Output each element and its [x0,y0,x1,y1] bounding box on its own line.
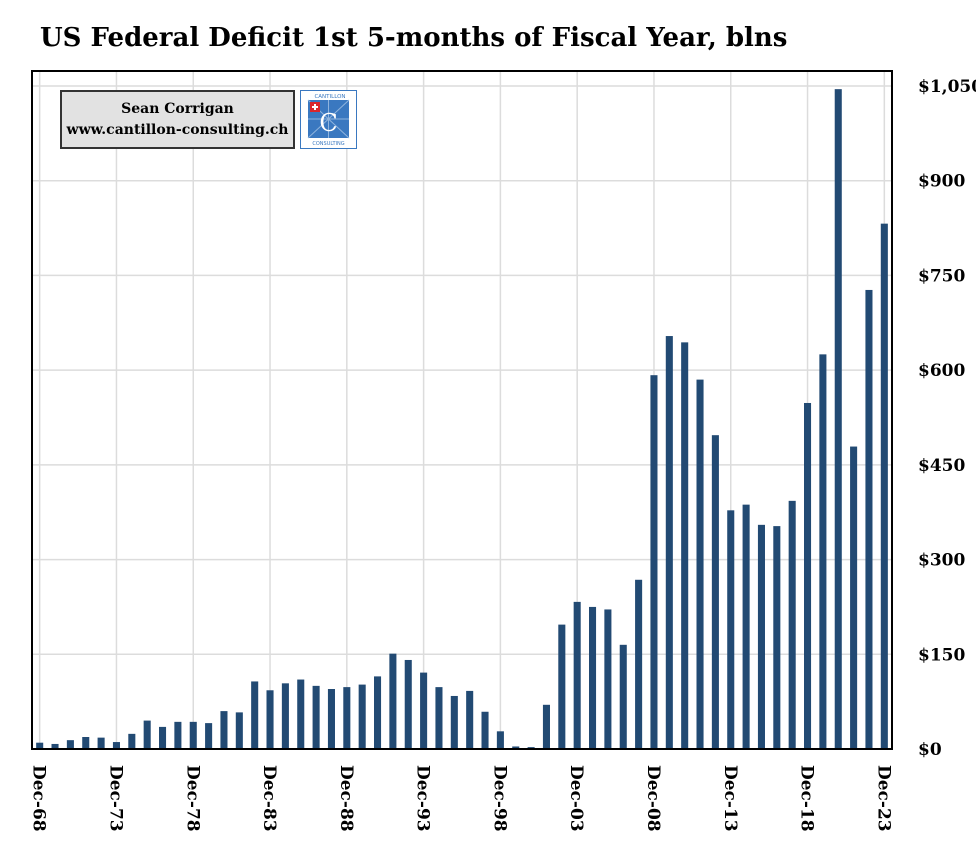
cantillon-logo: CANTILLON C CONSULTING [300,90,357,149]
bar-Dec-73 [112,742,120,749]
y-tick-label: $300 [918,551,965,571]
bar-Dec-17 [788,500,796,749]
bar-Dec-13 [727,510,735,749]
bar-Dec-86 [312,685,320,749]
bar-Dec-74 [128,733,136,749]
bar-Dec-81 [235,712,243,749]
x-tick-label: Dec-68 [29,765,49,832]
bar-Dec-01 [542,704,550,749]
y-tick-label: $750 [918,266,965,286]
y-tick-label: $450 [918,456,965,476]
x-tick-label: Dec-93 [413,765,433,832]
credit-url[interactable]: www.cantillon-consulting.ch [66,122,289,138]
bar-Dec-91 [389,653,397,749]
bar-Dec-76 [159,726,167,749]
logo-letter: C [319,109,337,137]
bar-Dec-09 [665,336,673,749]
plot-frame [31,70,893,750]
logo-bottom-text: CONSULTING [312,141,344,147]
bar-Dec-18 [804,402,812,749]
bar-Dec-12 [711,435,719,749]
x-tick-label: Dec-08 [643,765,663,832]
credit-name: Sean Corrigan [121,101,234,117]
bar-Dec-03 [573,601,581,749]
x-tick-label: Dec-03 [566,765,586,832]
bar-Dec-80 [220,711,228,749]
bar-Dec-92 [404,659,412,749]
y-tick-label: $150 [918,645,965,665]
y-tick-label: $900 [918,172,965,192]
bar-Dec-21 [850,446,858,749]
bar-Dec-19 [819,354,827,749]
bar-Dec-72 [97,737,105,749]
bar-Dec-69 [51,743,59,749]
credit-box: Sean Corrigan www.cantillon-consulting.c… [60,90,295,149]
bar-Dec-23 [880,223,888,749]
bar-Dec-04 [589,606,597,749]
x-tick-label: Dec-88 [336,765,356,832]
bar-Dec-07 [635,579,643,749]
bar-Dec-99 [512,746,520,749]
x-tick-label: Dec-18 [797,765,817,832]
bar-Dec-87 [327,689,335,749]
bar-Dec-78 [189,721,197,749]
bar-Dec-90 [374,676,382,749]
bar-Dec-05 [604,609,612,749]
x-tick-label: Dec-73 [106,765,126,832]
x-tick-label: Dec-83 [259,765,279,832]
x-tick-label: Dec-23 [873,765,893,832]
bar-Dec-11 [696,379,704,749]
bar-Dec-95 [450,695,458,749]
bar-Dec-15 [757,524,765,749]
bar-Dec-08 [650,375,658,749]
bar-Dec-10 [681,342,689,749]
bar-Dec-96 [466,690,474,749]
logo-pattern [307,99,350,139]
bar-Dec-22 [865,289,873,749]
y-tick-label: $0 [918,740,942,760]
bar-Dec-83 [266,690,274,749]
x-axis: Dec-68 Dec-73 Dec-78 Dec-83 Dec-88 Dec-93 Dec-… [29,765,894,832]
bar-Dec-06 [619,644,627,749]
swiss-cross [312,104,318,110]
x-tick-label: Dec-13 [720,765,740,832]
bar-Dec-84 [281,683,289,749]
bar-Dec-75 [143,720,151,749]
chart-title: US Federal Deficit 1st 5-months of Fisca… [40,23,787,53]
bars [36,89,888,749]
logo-top-text: CANTILLON [314,94,345,100]
bar-Dec-68 [36,742,44,749]
bar-Dec-14 [742,504,750,749]
bar-Dec-02 [558,624,566,749]
x-tick-label: Dec-98 [489,765,509,832]
bar-Dec-85 [297,679,305,749]
bar-Dec-16 [773,526,781,749]
bar-Dec-82 [251,681,259,749]
y-axis: $0 $150 $300 $450 $600 $750 $900 $1,050 [918,77,976,760]
bar-Dec-77 [174,721,182,749]
bar-Dec-94 [435,687,443,749]
bar-Dec-88 [343,687,351,749]
bar-Dec-97 [481,711,489,749]
y-tick-label: $600 [918,361,965,381]
bar-Dec-71 [82,737,90,749]
bar-Dec-70 [66,740,74,749]
bar-Dec-98 [496,731,504,749]
bar-Dec-93 [420,672,428,749]
bar-Dec-20 [834,89,842,749]
y-tick-label: $1,050 [918,77,976,97]
bar-Dec-79 [205,723,213,749]
x-tick-label: Dec-78 [182,765,202,832]
bar-Dec-89 [358,684,366,749]
